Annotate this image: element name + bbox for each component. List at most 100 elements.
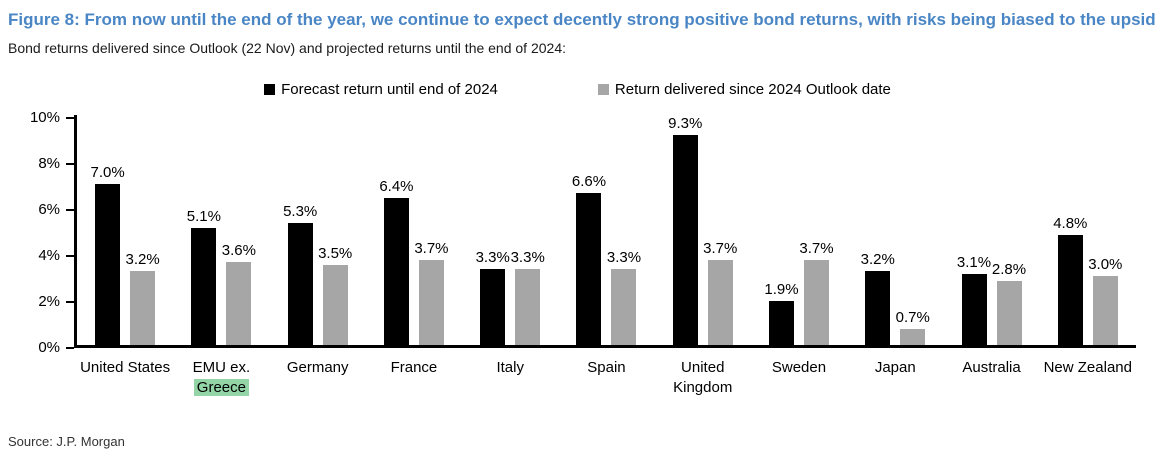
legend-item-forecast: Forecast return until end of 2024 (264, 81, 498, 98)
bar-col-forecast: 5.3% (283, 115, 317, 345)
category-label: Japan (874, 359, 916, 376)
bar-col-delivered: 3.3% (607, 115, 641, 345)
category-label: Australia (962, 359, 1021, 376)
figure-title: Figure 8: From now until the end of the … (8, 10, 1155, 29)
bar-col-forecast: 6.4% (379, 115, 414, 345)
forecast-bar (383, 197, 409, 345)
bar-value-label: 6.6% (571, 173, 607, 191)
category-label: EMU ex. Greece (192, 359, 251, 396)
bar-col-delivered: 3.3% (511, 115, 545, 345)
forecast-bar (672, 135, 698, 345)
delivered-bar (130, 271, 156, 345)
bar-value-label: 3.2% (125, 251, 160, 269)
delivered-bar (226, 262, 252, 345)
bar-value-label: 3.7% (414, 239, 449, 257)
bar-group: 7.0% 3.2% (77, 115, 173, 345)
forecast-bar (191, 227, 217, 345)
legend-label-forecast: Forecast return until end of 2024 (281, 81, 498, 98)
delivered-bar (515, 269, 541, 345)
y-tick-mark (66, 255, 74, 257)
category-label: Germany (286, 359, 349, 376)
delivered-bar (1092, 276, 1118, 345)
bar-value-label: 7.0% (90, 164, 125, 181)
bar-col-delivered: 3.7% (414, 115, 449, 345)
bar-group: 6.4% 3.7% (366, 115, 462, 345)
bar-col-forecast: 3.1% (957, 115, 991, 345)
bar-col-forecast: 9.3% (668, 115, 702, 345)
delivered-bar (611, 269, 637, 345)
y-tick-label: 4% (38, 247, 60, 264)
legend-swatch-delivered-gray (597, 84, 609, 95)
bar-value-label: 3.7% (703, 239, 738, 257)
y-tick-label: 0% (38, 339, 60, 356)
y-axis: 0% 2% 4% 6% 8% 10% (0, 109, 74, 356)
delivered-bar (418, 259, 444, 345)
category-label: United States (80, 359, 171, 376)
forecast-bar (576, 193, 602, 345)
plot-area: 7.0% 3.2% 5.1% 3.6% 5.3% 3.5% 6.4% 3.7% 3.3% 3.3%… (74, 115, 1136, 348)
forecast-bar (865, 271, 891, 345)
forecast-bar (95, 184, 121, 345)
bar-col-forecast: 3.3% (476, 115, 510, 345)
bar-col-forecast: 6.6% (572, 115, 606, 345)
bar-group: 4.8% 3.0% (1040, 115, 1136, 345)
category-label: United Kingdom (673, 359, 733, 396)
bar-value-label: 2.8% (991, 260, 1027, 278)
bar-value-label: 4.8% (1053, 214, 1088, 232)
bar-group: 3.3% 3.3% (462, 115, 558, 345)
bar-value-label: 3.5% (318, 244, 353, 262)
y-tick-label: 10% (29, 109, 60, 126)
forecast-bar (768, 301, 794, 345)
category-label: New Zealand (1043, 359, 1132, 376)
forecast-bar (1057, 234, 1083, 345)
forecast-bar (961, 273, 987, 345)
category-label: Spain (587, 359, 626, 376)
search-highlight: Greece (193, 379, 249, 396)
bar-group: 3.2% 0.7% (847, 115, 943, 345)
bar-value-label: 5.1% (186, 207, 221, 225)
category-label: France (390, 359, 438, 376)
bar-col-forecast: 7.0% (91, 115, 125, 345)
bar-value-label: 9.3% (668, 115, 703, 132)
category-labels-row: United States EMU ex. Greece Germany France I… (77, 358, 1136, 398)
bar-col-delivered: 3.2% (126, 115, 160, 345)
legend-swatch-forecast-black (264, 84, 276, 95)
bar-value-label: 3.0% (1088, 256, 1123, 273)
source-note: Source: J.P. Morgan (8, 434, 125, 449)
y-tick-mark (66, 209, 74, 211)
bar-col-delivered: 3.7% (703, 115, 737, 345)
bar-value-label: 3.3% (510, 249, 545, 267)
figure-subtitle: Bond returns delivered since Outlook (22… (8, 40, 566, 56)
bar-group: 3.1% 2.8% (943, 115, 1039, 345)
bar-value-label: 3.1% (956, 253, 992, 271)
legend-label-delivered: Return delivered since 2024 Outlook date (614, 81, 891, 98)
y-tick-mark (66, 347, 74, 349)
bar-value-label: 1.9% (764, 281, 799, 299)
bar-value-label: 3.7% (799, 239, 834, 257)
bar-col-delivered: 3.7% (799, 115, 834, 345)
bar-group: 5.1% 3.6% (173, 115, 269, 345)
y-tick-label: 8% (38, 155, 60, 172)
bar-col-delivered: 3.6% (222, 115, 256, 345)
bar-col-delivered: 0.7% (896, 115, 930, 345)
y-tick-label: 6% (38, 201, 60, 218)
y-tick-mark (66, 163, 74, 165)
y-tick-mark (66, 117, 74, 119)
bar-value-label: 3.3% (606, 249, 642, 267)
bar-col-delivered: 3.0% (1088, 115, 1122, 345)
legend: Forecast return until end of 2024 Return… (0, 81, 1155, 98)
category-label: Sweden (771, 359, 827, 376)
delivered-bar (322, 264, 348, 345)
bar-group: 9.3% 3.7% (655, 115, 751, 345)
y-tick-mark (66, 301, 74, 303)
bar-col-forecast: 1.9% (764, 115, 799, 345)
delivered-bar (803, 259, 829, 345)
bar-value-label: 6.4% (379, 177, 414, 195)
delivered-bar (996, 280, 1022, 345)
bar-group: 5.3% 3.5% (270, 115, 366, 345)
bar-value-label: 3.6% (221, 242, 256, 260)
forecast-bar (287, 223, 313, 345)
bar-value-label: 0.7% (895, 308, 930, 326)
bar-value-label: 3.3% (475, 249, 510, 267)
